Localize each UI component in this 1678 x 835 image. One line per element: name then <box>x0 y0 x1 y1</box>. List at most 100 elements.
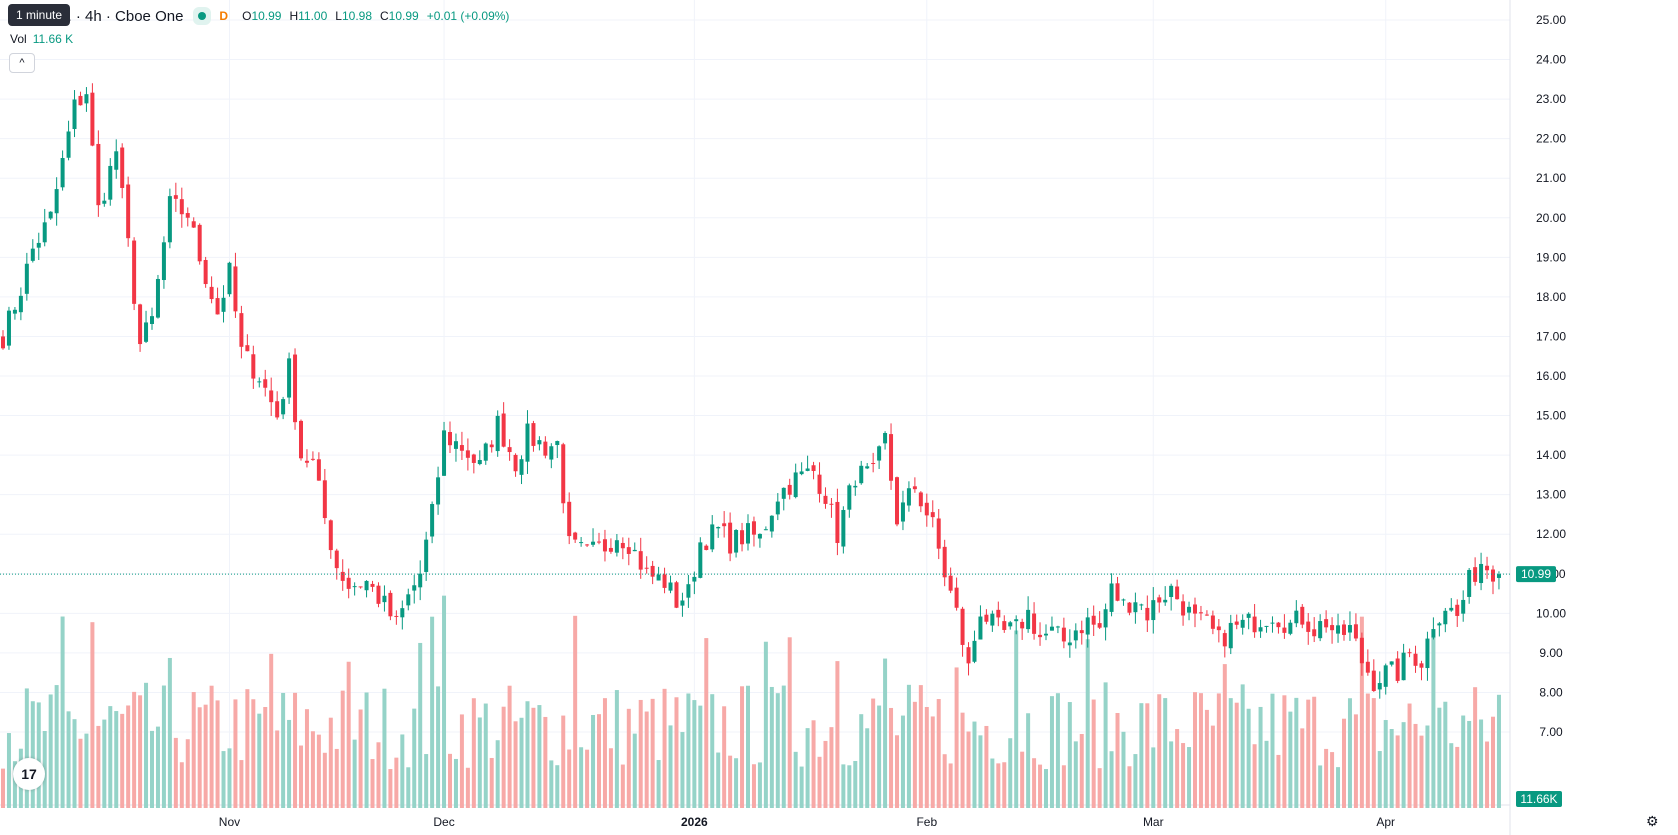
volume-bar <box>221 751 226 808</box>
candle-body <box>1055 626 1060 628</box>
candle-body <box>1193 604 1197 614</box>
settings-gear-icon[interactable]: ⚙ <box>1646 813 1659 829</box>
candle-body <box>811 465 816 471</box>
candle-body <box>513 454 518 472</box>
market-status-badge[interactable] <box>193 7 212 25</box>
volume-bar <box>1228 698 1233 808</box>
volume-bar <box>1371 698 1376 808</box>
volume-bar <box>36 702 41 808</box>
candle-body <box>990 613 995 626</box>
volume-bar <box>1359 616 1364 808</box>
volume-bar <box>1073 741 1078 808</box>
candle-body <box>1020 621 1025 629</box>
candle-body <box>859 465 864 484</box>
candle-body <box>883 433 888 444</box>
candle-body <box>877 446 882 461</box>
candle-body <box>179 199 184 215</box>
volume-bar <box>132 691 137 808</box>
candle-body <box>1324 619 1329 628</box>
candle-body <box>1169 585 1174 598</box>
candle-body <box>263 379 268 388</box>
candle-body <box>948 575 953 591</box>
volume-bar <box>1 768 5 808</box>
volume-bar <box>823 740 828 808</box>
volume-bar <box>1347 698 1352 808</box>
volume-bar <box>233 699 238 808</box>
candle-body <box>1026 609 1031 630</box>
candle-body <box>1383 665 1388 687</box>
volume-bar <box>1020 751 1025 808</box>
candle-body <box>924 502 929 516</box>
price-tick-label: 21.00 <box>1536 171 1566 185</box>
candle-body <box>269 390 274 403</box>
volume-bar <box>275 730 280 808</box>
volume-bar <box>1252 744 1257 808</box>
time-tick-label: 2026 <box>681 815 708 829</box>
volume-bar <box>716 752 721 808</box>
candle-body <box>322 480 327 519</box>
candle-body <box>1061 627 1066 642</box>
volume-value: 11.66 K <box>32 32 74 46</box>
candle-body <box>1121 599 1126 601</box>
close-value: 10.99 <box>388 9 419 23</box>
candle-body <box>620 542 625 549</box>
candle-body <box>465 450 470 458</box>
candle-body <box>1485 565 1490 571</box>
volume-bar <box>620 764 625 808</box>
volume-bar <box>912 701 917 808</box>
candle-body <box>1085 617 1090 635</box>
volume-bar <box>567 749 572 808</box>
volume-bar <box>668 725 673 808</box>
volume-bar <box>1246 708 1251 808</box>
tradingview-logo[interactable]: 17 <box>13 758 45 790</box>
candle-body <box>1449 607 1454 611</box>
candle-body <box>746 523 750 544</box>
volume-bar <box>173 737 178 808</box>
collapse-legend-button[interactable]: ^ <box>9 53 35 73</box>
volume-bar <box>811 720 816 808</box>
volume-bar <box>1300 728 1305 808</box>
candle-body <box>388 592 393 617</box>
candle-body <box>251 354 256 379</box>
data-flag[interactable]: D <box>219 9 229 23</box>
volume-bar <box>448 753 452 808</box>
price-tick-label: 19.00 <box>1536 250 1566 264</box>
volume-bar <box>525 701 530 808</box>
candle-body <box>30 248 35 261</box>
volume-bar <box>90 622 95 808</box>
volume-bar <box>436 686 441 808</box>
candle-body <box>334 550 339 569</box>
volume-bar <box>1407 703 1412 808</box>
volume-bar <box>120 713 125 808</box>
candle-body <box>352 586 357 588</box>
candle-body <box>495 415 500 452</box>
volume-bar <box>1425 725 1430 808</box>
candle-body <box>686 584 691 598</box>
volume-bar <box>453 758 458 808</box>
candle-body <box>1002 621 1007 630</box>
volume-bar <box>442 595 447 808</box>
time-tick-label: Feb <box>916 815 937 829</box>
volume-bar <box>138 695 143 808</box>
candle-body <box>1479 563 1484 584</box>
volume-bar <box>1127 766 1132 808</box>
candle-body <box>1204 614 1209 616</box>
candle-body <box>328 520 333 551</box>
candle-body <box>1228 622 1233 649</box>
volume-bar <box>394 757 399 808</box>
candle-body <box>1437 623 1442 626</box>
candle-body <box>1401 652 1406 681</box>
candle-body <box>1336 625 1341 634</box>
volume-bar <box>507 685 512 808</box>
volume-bar <box>686 693 691 808</box>
candle-body <box>1288 622 1293 634</box>
price-tick-label: 9.00 <box>1539 646 1563 660</box>
candle-body <box>1049 626 1054 631</box>
candle-body <box>763 529 768 531</box>
candle-body <box>102 200 107 204</box>
candle-body <box>1181 601 1186 616</box>
volume-bar <box>1145 703 1150 808</box>
candle-body <box>1163 599 1168 603</box>
volume-bar <box>680 732 685 808</box>
